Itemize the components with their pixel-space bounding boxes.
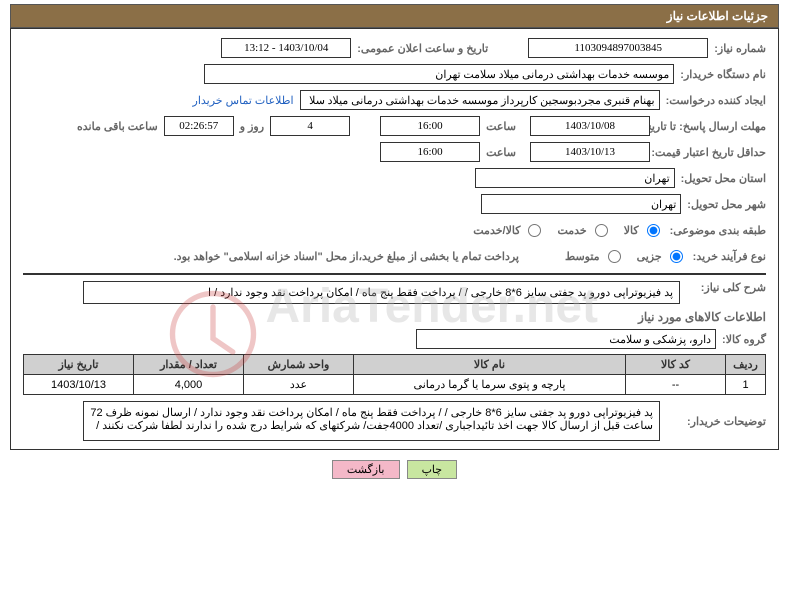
- group-input[interactable]: [416, 329, 716, 349]
- proc-medium-radio[interactable]: [608, 250, 621, 263]
- countdown-input[interactable]: [164, 116, 234, 136]
- proc-medium-label: متوسط: [565, 250, 600, 263]
- row-buyer-note: توضیحات خریدار: پد فیزیوتراپی دورو پد جف…: [23, 401, 766, 441]
- row-process: نوع فرآیند خرید: جزیی متوسط پرداخت تمام …: [23, 245, 766, 267]
- print-button[interactable]: چاپ: [407, 460, 458, 479]
- proc-partial-radio[interactable]: [670, 250, 683, 263]
- row-city: شهر محل تحویل:: [23, 193, 766, 215]
- desc-label: شرح کلی نیاز:: [686, 281, 766, 294]
- buyer-label: نام دستگاه خریدار:: [680, 68, 766, 81]
- validity-label: حداقل تاریخ اعتبار قیمت: تا تاریخ:: [656, 146, 766, 159]
- cat-goods-service-radio[interactable]: [528, 224, 541, 237]
- row-deadline: مهلت ارسال پاسخ: تا تاریخ: ساعت روز و سا…: [23, 115, 766, 137]
- td-4: 4,000: [134, 375, 244, 395]
- deadline-date-input[interactable]: [530, 116, 650, 136]
- validity-date-input[interactable]: [530, 142, 650, 162]
- cat-service-label: خدمت: [557, 224, 586, 237]
- th-4: تعداد / مقدار: [134, 355, 244, 375]
- announce-label: تاریخ و ساعت اعلان عمومی:: [357, 42, 488, 55]
- buyer-note-box: پد فیزیوتراپی دورو پد جفتی سایز 6*8 خارج…: [83, 401, 660, 441]
- th-3: واحد شمارش: [244, 355, 354, 375]
- row-desc: شرح کلی نیاز: پد فیزیوتراپی دورو پد جفتی…: [23, 281, 766, 304]
- button-row: چاپ بازگشت: [0, 456, 789, 483]
- cat-service-radio[interactable]: [595, 224, 608, 237]
- row-need-no: شماره نیاز: تاریخ و ساعت اعلان عمومی:: [23, 37, 766, 59]
- announce-input[interactable]: [221, 38, 351, 58]
- back-button[interactable]: بازگشت: [332, 460, 400, 479]
- td-2: پارچه و پتوی سرما یا گرما درمانی: [354, 375, 626, 395]
- deadline-label: مهلت ارسال پاسخ: تا تاریخ:: [656, 120, 766, 133]
- city-label: شهر محل تحویل:: [687, 198, 766, 211]
- requester-label: ایجاد کننده درخواست:: [666, 94, 766, 107]
- row-buyer: نام دستگاه خریدار:: [23, 63, 766, 85]
- process-label: نوع فرآیند خرید:: [693, 250, 766, 263]
- row-group: گروه کالا:: [23, 328, 766, 350]
- remaining-label: ساعت باقی مانده: [77, 120, 158, 133]
- table-row: 1 -- پارچه و پتوی سرما یا گرما درمانی عد…: [24, 375, 766, 395]
- proc-partial-label: جزیی: [637, 250, 662, 263]
- items-table: ردیف کد کالا نام کالا واحد شمارش تعداد /…: [23, 354, 766, 395]
- cat-goods-service-label: کالا/خدمت: [473, 224, 520, 237]
- td-0: 1: [726, 375, 766, 395]
- province-label: استان محل تحویل:: [681, 172, 766, 185]
- need-no-input[interactable]: [528, 38, 708, 58]
- th-5: تاریخ نیاز: [24, 355, 134, 375]
- payment-note: پرداخت تمام یا بخشی از مبلغ خرید،از محل …: [174, 250, 519, 263]
- buyer-input[interactable]: [204, 64, 674, 84]
- th-0: ردیف: [726, 355, 766, 375]
- need-no-label: شماره نیاز:: [714, 42, 766, 55]
- days-input[interactable]: [270, 116, 350, 136]
- td-3: عدد: [244, 375, 354, 395]
- cat-goods-label: کالا: [624, 224, 639, 237]
- hour-label-2: ساعت: [486, 146, 516, 159]
- td-5: 1403/10/13: [24, 375, 134, 395]
- divider-1: [23, 273, 766, 275]
- row-validity: حداقل تاریخ اعتبار قیمت: تا تاریخ: ساعت: [23, 141, 766, 163]
- desc-box: پد فیزیوتراپی دورو پد جفتی سایز 6*8 خارج…: [83, 281, 680, 304]
- row-province: استان محل تحویل:: [23, 167, 766, 189]
- items-header-row: ردیف کد کالا نام کالا واحد شمارش تعداد /…: [24, 355, 766, 375]
- deadline-hour-input[interactable]: [380, 116, 480, 136]
- contact-buyer-link[interactable]: اطلاعات تماس خریدار: [193, 94, 294, 107]
- row-category: طبقه بندی موضوعی: کالا خدمت کالا/خدمت: [23, 219, 766, 241]
- category-label: طبقه بندی موضوعی:: [670, 224, 766, 237]
- row-requester: ایجاد کننده درخواست: اطلاعات تماس خریدار: [23, 89, 766, 111]
- group-label: گروه کالا:: [722, 333, 766, 346]
- td-1: --: [626, 375, 726, 395]
- form-container: AriaTender.net شماره نیاز: تاریخ و ساعت …: [10, 28, 779, 450]
- cat-goods-radio[interactable]: [647, 224, 660, 237]
- validity-hour-input[interactable]: [380, 142, 480, 162]
- hour-label-1: ساعت: [486, 120, 516, 133]
- buyer-note-label: توضیحات خریدار:: [666, 415, 766, 428]
- items-heading: اطلاعات کالاهای مورد نیاز: [23, 310, 766, 324]
- requester-input[interactable]: [300, 90, 660, 110]
- province-input[interactable]: [475, 168, 675, 188]
- th-2: نام کالا: [354, 355, 626, 375]
- page-header: جزئیات اطلاعات نیاز: [10, 4, 779, 28]
- days-and-label: روز و: [240, 120, 264, 133]
- th-1: کد کالا: [626, 355, 726, 375]
- city-input[interactable]: [481, 194, 681, 214]
